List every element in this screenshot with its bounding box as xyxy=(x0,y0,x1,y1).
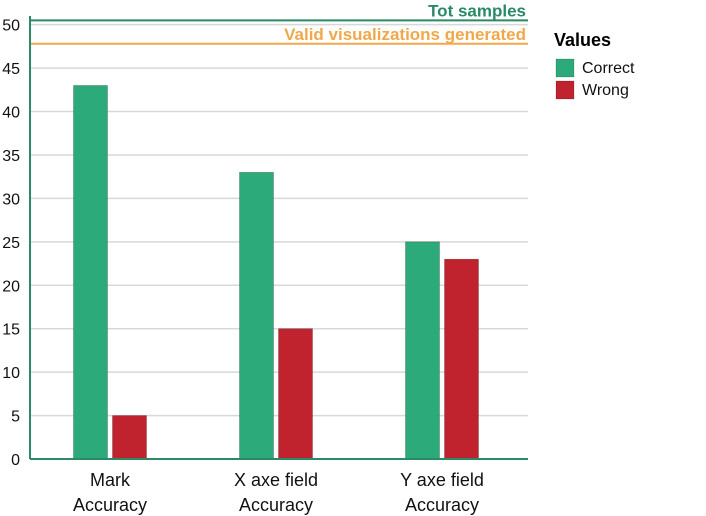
grid-lines xyxy=(30,23,528,417)
bar-wrong xyxy=(112,415,147,460)
y-tick-label: 50 xyxy=(2,18,20,35)
x-tick-label: Accuracy xyxy=(405,495,479,515)
x-tick-label: Y axe field xyxy=(400,470,484,490)
legend: Values Correct Wrong xyxy=(554,30,635,100)
y-tick-label: 35 xyxy=(2,148,20,165)
y-tick-label: 10 xyxy=(2,365,20,382)
legend-swatch xyxy=(555,58,575,78)
legend-label: Wrong xyxy=(582,82,629,99)
legend-label: Correct xyxy=(582,60,635,77)
bar-wrong xyxy=(444,258,479,460)
x-tick-label: Mark xyxy=(90,470,131,490)
x-tick-label: Accuracy xyxy=(73,495,147,515)
axes: 0 5 10 15 20 25 30 35 40 45 50 Mark Accuracy X axe fi… xyxy=(2,16,528,515)
x-tick-label: Accuracy xyxy=(239,495,313,515)
bar-correct xyxy=(73,85,108,460)
y-tick-label: 5 xyxy=(11,409,20,426)
legend-swatch xyxy=(555,80,575,100)
legend-title: Values xyxy=(554,30,611,50)
y-tick-label: 20 xyxy=(2,278,20,295)
reference-line-label: Tot samples xyxy=(428,1,526,20)
bars xyxy=(73,85,479,460)
reference-lines: Tot samples Valid visualizations generate… xyxy=(30,1,528,45)
y-tick-label: 0 xyxy=(11,452,20,469)
x-tick-label: X axe field xyxy=(234,470,318,490)
y-tick-label: 15 xyxy=(2,322,20,339)
bar-correct xyxy=(239,172,274,460)
bar-wrong xyxy=(278,328,313,460)
y-tick-label: 30 xyxy=(2,191,20,208)
y-tick-label: 25 xyxy=(2,235,20,252)
y-tick-label: 40 xyxy=(2,105,20,122)
y-tick-label: 45 xyxy=(2,61,20,78)
reference-line-label: Valid visualizations generated xyxy=(284,25,526,44)
bar-correct xyxy=(405,241,440,460)
